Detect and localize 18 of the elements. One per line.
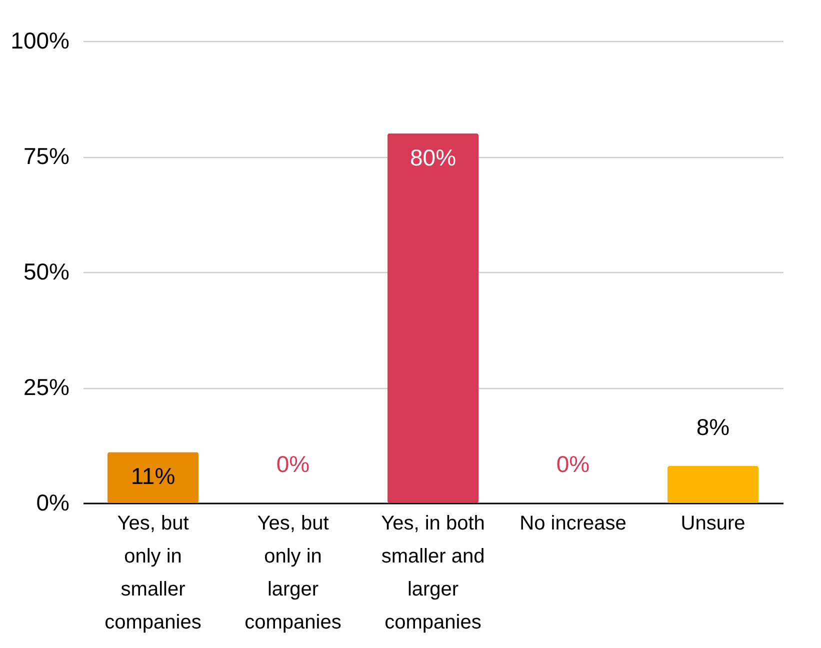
x-tick-label: Yes, but only in larger companies: [244, 512, 342, 634]
y-tick-label: 25%: [23, 374, 70, 400]
x-tick-label: No increase: [520, 512, 626, 534]
x-tick-label: Yes, but only in smaller companies: [104, 512, 202, 634]
bar: [108, 452, 198, 503]
y-tick-label: 50%: [23, 258, 70, 284]
y-tick-label: 100%: [10, 28, 70, 54]
data-label: 0%: [556, 451, 590, 477]
data-label: 0%: [276, 451, 310, 477]
data-label: 11%: [130, 463, 176, 490]
bar: [388, 133, 478, 503]
bar: [668, 466, 758, 503]
x-tick-label: Unsure: [680, 512, 746, 534]
data-label: 80%: [410, 144, 456, 170]
y-tick-label: 0%: [36, 490, 70, 516]
y-tick-label: 75%: [23, 143, 70, 169]
data-label: 8%: [696, 414, 730, 440]
x-tick-label: Yes, in both smaller and larger companies: [381, 512, 485, 634]
